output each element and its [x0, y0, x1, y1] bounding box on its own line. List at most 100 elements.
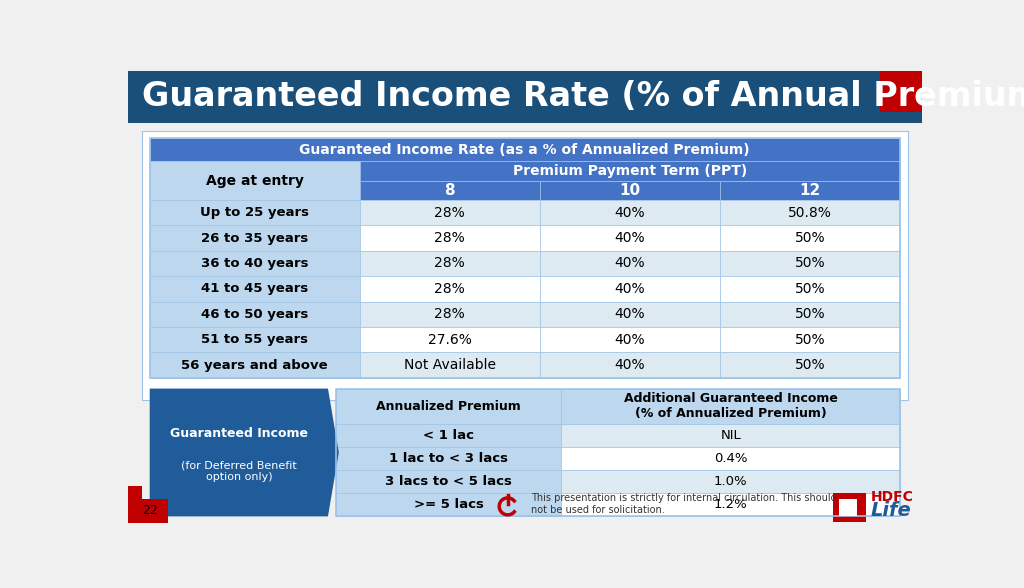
Bar: [834, 493, 866, 522]
Bar: [150, 200, 359, 225]
Bar: [561, 470, 900, 493]
Bar: [150, 250, 359, 276]
Text: 36 to 40 years: 36 to 40 years: [201, 257, 308, 270]
Text: 28%: 28%: [434, 308, 465, 321]
Bar: [540, 327, 720, 352]
Text: 28%: 28%: [434, 256, 465, 270]
Text: 10: 10: [620, 183, 640, 198]
Text: < 1 lac: < 1 lac: [423, 429, 474, 442]
Bar: [720, 225, 900, 250]
Text: 1.0%: 1.0%: [714, 475, 748, 488]
Bar: [720, 302, 900, 327]
Bar: [150, 352, 359, 377]
Text: 51 to 55 years: 51 to 55 years: [202, 333, 308, 346]
Bar: [540, 352, 720, 377]
Text: 8: 8: [444, 183, 455, 198]
Text: Age at entry: Age at entry: [206, 173, 304, 188]
Bar: [336, 389, 561, 424]
Text: 26 to 35 years: 26 to 35 years: [201, 232, 308, 245]
Bar: [720, 200, 900, 225]
Text: 50%: 50%: [795, 231, 825, 245]
Bar: [128, 71, 922, 123]
Bar: [720, 352, 900, 377]
Bar: [540, 302, 720, 327]
Text: NIL: NIL: [720, 429, 741, 442]
Bar: [561, 493, 900, 516]
Polygon shape: [150, 389, 339, 516]
Text: This presentation is strictly for internal circulation. This should
not be used : This presentation is strictly for intern…: [531, 493, 837, 515]
Bar: [540, 182, 720, 200]
Bar: [336, 389, 900, 516]
Bar: [720, 182, 900, 200]
Bar: [359, 276, 540, 302]
Bar: [150, 138, 900, 162]
Text: 56 years and above: 56 years and above: [181, 359, 328, 372]
Bar: [359, 250, 540, 276]
Text: Annualized Premium: Annualized Premium: [376, 400, 521, 413]
Text: 46 to 50 years: 46 to 50 years: [201, 308, 308, 321]
Text: 0.4%: 0.4%: [714, 452, 748, 465]
Bar: [540, 225, 720, 250]
Bar: [840, 499, 856, 516]
Text: 40%: 40%: [614, 231, 645, 245]
Bar: [359, 225, 540, 250]
Bar: [540, 250, 720, 276]
Text: 50.8%: 50.8%: [787, 206, 831, 220]
Bar: [880, 71, 922, 112]
Text: 12: 12: [800, 183, 820, 198]
Text: 50%: 50%: [795, 333, 825, 347]
Bar: [150, 225, 359, 250]
Bar: [359, 302, 540, 327]
Text: 22: 22: [142, 505, 158, 517]
Bar: [540, 200, 720, 225]
Text: 27.6%: 27.6%: [428, 333, 472, 347]
Text: 41 to 45 years: 41 to 45 years: [201, 282, 308, 295]
Bar: [150, 302, 359, 327]
Text: 40%: 40%: [614, 358, 645, 372]
Text: 50%: 50%: [795, 358, 825, 372]
Bar: [336, 470, 561, 493]
Bar: [128, 499, 168, 523]
Bar: [540, 276, 720, 302]
Text: >= 5 lacs: >= 5 lacs: [414, 499, 483, 512]
Text: 28%: 28%: [434, 282, 465, 296]
Bar: [150, 162, 359, 200]
Bar: [150, 276, 359, 302]
Bar: [561, 424, 900, 447]
Bar: [336, 493, 561, 516]
Bar: [720, 250, 900, 276]
Text: 28%: 28%: [434, 231, 465, 245]
Text: Guaranteed Income Rate (% of Annual Premium): Guaranteed Income Rate (% of Annual Prem…: [142, 80, 1024, 113]
Bar: [359, 327, 540, 352]
Text: Premium Payment Term (PPT): Premium Payment Term (PPT): [513, 165, 746, 178]
Text: 1.2%: 1.2%: [714, 499, 748, 512]
Bar: [359, 162, 900, 182]
Bar: [561, 447, 900, 470]
Text: 28%: 28%: [434, 206, 465, 220]
Text: HDFC: HDFC: [870, 490, 913, 504]
Bar: [336, 424, 561, 447]
Text: 50%: 50%: [795, 308, 825, 321]
Text: Life: Life: [870, 502, 911, 520]
Text: Additional Guaranteed Income
(% of Annualized Premium): Additional Guaranteed Income (% of Annua…: [624, 392, 838, 420]
Text: (for Deferred Benefit
option only): (for Deferred Benefit option only): [181, 461, 297, 482]
Text: 40%: 40%: [614, 333, 645, 347]
Text: 3 lacs to < 5 lacs: 3 lacs to < 5 lacs: [385, 475, 512, 488]
Bar: [720, 276, 900, 302]
Text: 50%: 50%: [795, 282, 825, 296]
Text: Not Available: Not Available: [403, 358, 496, 372]
Bar: [150, 138, 900, 377]
Text: 40%: 40%: [614, 206, 645, 220]
Text: 40%: 40%: [614, 256, 645, 270]
Bar: [359, 352, 540, 377]
Bar: [128, 486, 142, 500]
Bar: [142, 131, 907, 400]
Bar: [336, 447, 561, 470]
Bar: [150, 327, 359, 352]
Text: 40%: 40%: [614, 308, 645, 321]
Text: 40%: 40%: [614, 282, 645, 296]
Text: Guaranteed Income: Guaranteed Income: [170, 427, 308, 440]
Bar: [561, 389, 900, 424]
Bar: [359, 200, 540, 225]
Text: Up to 25 years: Up to 25 years: [201, 206, 309, 219]
